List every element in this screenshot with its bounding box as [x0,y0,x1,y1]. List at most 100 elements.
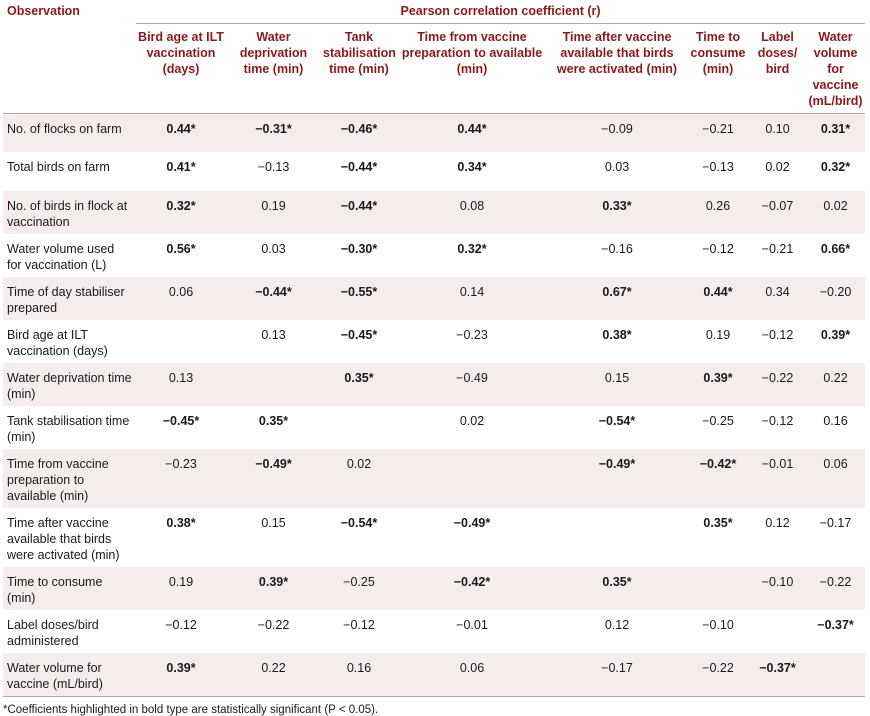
column-header: Time to consume (min) [687,23,749,114]
table-cell: 0.16 [806,406,866,449]
table-cell: 0.08 [397,191,547,234]
table-row: Time to consume (min) 0.19 0.39* −0.25 −0.42… [3,567,866,610]
table-cell: 0.02 [397,406,547,449]
table-cell: 0.13 [226,320,321,363]
table-cell: 0.34 [749,277,806,320]
table-row: Time of day stabiliser prepared 0.06 −0.44… [3,277,866,320]
table-row: Tank stabilisation time (min) −0.45* 0.35*… [3,406,866,449]
row-label: Label doses/bird administered [3,610,136,653]
table-cell [397,449,547,508]
table-cell: −0.21 [749,234,806,277]
table-cell: 0.41* [136,152,226,191]
table-cell: 0.16 [321,653,397,697]
table-body: No. of flocks on farm 0.44* −0.31* −0.46* 0.… [3,113,866,697]
table-cell: 0.15 [547,363,687,406]
table-cell: 0.66* [806,234,866,277]
table-cell: −0.23 [397,320,547,363]
row-label: Bird age at ILT vaccination (days) [3,320,136,363]
table-cell: −0.37* [749,653,806,697]
table-cell: 0.39* [687,363,749,406]
footnote: *Coefficients highlighted in bold type a… [3,704,379,716]
table-cell: 0.06 [136,277,226,320]
table-cell: 0.06 [806,449,866,508]
table-cell: −0.22 [806,567,866,610]
table-cell: 0.35* [321,363,397,406]
row-label: No. of flocks on farm [3,113,136,152]
table-cell: −0.44* [321,191,397,234]
column-header: Bird age at ILT vaccination (days) [136,23,226,114]
table-cell: 0.34* [397,152,547,191]
table-cell: 0.44* [687,277,749,320]
table-cell: −0.13 [687,152,749,191]
table-cell [806,653,866,697]
table-cell: −0.31* [226,113,321,152]
table-row: Bird age at ILT vaccination (days) 0.13 −0… [3,320,866,363]
table-cell: 0.13 [136,363,226,406]
row-label: Water deprivation time (min) [3,363,136,406]
table-cell: −0.22 [749,363,806,406]
row-label: Total birds on farm [3,152,136,191]
table-cell: 0.67* [547,277,687,320]
table-cell: −0.12 [321,610,397,653]
table-cell: 0.12 [547,610,687,653]
table-cell: −0.25 [687,406,749,449]
table-cell: 0.35* [547,567,687,610]
table-cell: −0.44* [226,277,321,320]
table-row: Water deprivation time (min) 0.13 0.35* −0.… [3,363,866,406]
table-cell: −0.46* [321,113,397,152]
table-cell: 0.39* [136,653,226,697]
table-cell: 0.39* [226,567,321,610]
table-cell: −0.42* [397,567,547,610]
table-cell: 0.56* [136,234,226,277]
table-cell: 0.32* [136,191,226,234]
table-cell: −0.12 [136,610,226,653]
table-cell: 0.35* [226,406,321,449]
table-cell: −0.49* [226,449,321,508]
table-cell: 0.32* [397,234,547,277]
table-cell: −0.13 [226,152,321,191]
table-cell: 0.26 [687,191,749,234]
table-cell: −0.54* [547,406,687,449]
table-cell: 0.44* [136,113,226,152]
table-cell: 0.14 [397,277,547,320]
observation-header: Observation [7,4,80,18]
row-label: Water volume used for vaccination (L) [3,234,136,277]
table-cell: −0.49* [397,508,547,567]
table-cell: −0.10 [749,567,806,610]
column-header: Label doses/ bird [749,23,806,114]
table-row: Water volume for vaccine (mL/bird) 0.39* 0… [3,653,866,697]
table-cell: −0.23 [136,449,226,508]
table-cell: 0.19 [136,567,226,610]
table-cell: −0.22 [226,610,321,653]
table-cell: −0.07 [749,191,806,234]
row-label: Time from vaccine preparation to availab… [3,449,136,508]
table-cell: −0.55* [321,277,397,320]
row-label: Tank stabilisation time (min) [3,406,136,449]
table-cell: 0.12 [749,508,806,567]
table-cell: −0.45* [321,320,397,363]
row-label: No. of birds in flock at vaccination [3,191,136,234]
table-cell: 0.03 [226,234,321,277]
table-cell [226,363,321,406]
table-cell: 0.44* [397,113,547,152]
table-cell: −0.30* [321,234,397,277]
observation-header-spacer [3,23,136,114]
table-cell: 0.38* [136,508,226,567]
table-row: No. of birds in flock at vaccination 0.32… [3,191,866,234]
pearson-group-header: Pearson correlation coefficient (r) [136,0,866,24]
table-cell: −0.49 [397,363,547,406]
table-cell: 0.22 [226,653,321,697]
table-cell: −0.10 [687,610,749,653]
table-cell [687,567,749,610]
table-cell: −0.54* [321,508,397,567]
table-row: Time from vaccine preparation to availab… [3,449,866,508]
table-cell: −0.12 [687,234,749,277]
table-cell: 0.02 [321,449,397,508]
table-cell: −0.22 [687,653,749,697]
table-cell: −0.37* [806,610,866,653]
table-cell [749,610,806,653]
column-header: Time after vaccine available that birds … [547,23,687,114]
table-cell: 0.39* [806,320,866,363]
table-row: Total birds on farm 0.41* −0.13 −0.44* 0.34*… [3,152,866,191]
table-cell: −0.17 [547,653,687,697]
